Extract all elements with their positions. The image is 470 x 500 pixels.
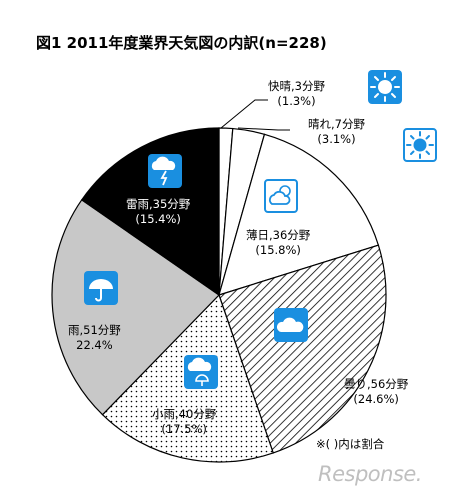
watermark-logo: Response. xyxy=(318,462,422,486)
label-kumori-name: 曇り,56分野 xyxy=(344,377,409,391)
sun-icon xyxy=(368,70,402,104)
pie-slice-kumori xyxy=(218,244,387,454)
label-raiu: 雷雨,35分野 (15.4%) xyxy=(126,197,190,227)
thunderstorm-icon xyxy=(148,154,182,188)
label-kumori-percent: (24.6%) xyxy=(353,392,399,406)
label-kosame-name: 小雨,40分野 xyxy=(152,407,217,421)
leader-line-hare xyxy=(237,127,290,131)
sun-icon xyxy=(403,128,437,162)
label-kaisei-name: 快晴,3分野 xyxy=(268,79,325,93)
cloud-icon xyxy=(274,308,308,342)
label-hare-name: 晴れ,7分野 xyxy=(308,117,365,131)
label-kumori: 曇り,56分野 (24.6%) xyxy=(344,377,408,407)
pie-slice-ame xyxy=(51,199,220,416)
label-raiu-percent: (15.4%) xyxy=(135,212,181,226)
label-ame-percent: 22.4% xyxy=(76,338,113,352)
leader-line-kaisei xyxy=(220,99,268,129)
pie-slice-usubi xyxy=(218,133,380,296)
footnote: ※( )内は割合 xyxy=(316,437,385,451)
label-hare: 晴れ,7分野 (3.1%) xyxy=(308,117,365,147)
label-raiu-name: 雷雨,35分野 xyxy=(126,197,191,211)
umbrella-icon xyxy=(84,271,118,305)
label-hare-percent: (3.1%) xyxy=(317,132,356,146)
chart-title: 図1 2011年度業界天気図の内訳(n=228) xyxy=(36,34,327,52)
label-ame: 雨,51分野 22.4% xyxy=(68,323,121,353)
label-ame-name: 雨,51分野 xyxy=(68,323,121,337)
label-usubi-percent: (15.8%) xyxy=(255,243,301,257)
label-usubi-name: 薄日,36分野 xyxy=(246,228,311,242)
pie-slice-raiu xyxy=(80,127,220,297)
label-usubi: 薄日,36分野 (15.8%) xyxy=(246,228,310,258)
partly-sunny-icon xyxy=(264,179,298,213)
label-kosame-percent: (17.5%) xyxy=(161,422,207,436)
label-kaisei-percent: (1.3%) xyxy=(277,94,316,108)
light-rain-icon xyxy=(184,355,218,389)
label-kosame: 小雨,40分野 (17.5%) xyxy=(152,407,216,437)
label-kaisei: 快晴,3分野 (1.3%) xyxy=(268,79,325,109)
